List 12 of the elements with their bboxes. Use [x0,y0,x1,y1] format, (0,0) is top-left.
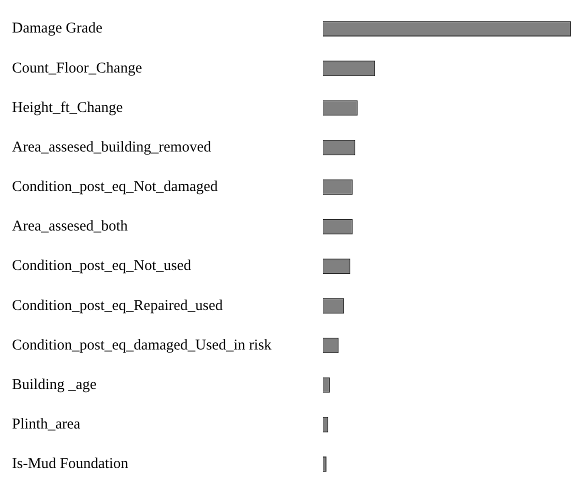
y-tick-label: Condition_post_eq_Not_damaged [12,179,218,196]
y-tick-label: Plinth_area [12,416,81,433]
y-tick-label: Building _age [12,376,97,393]
y-tick-label: Area_assesed_building_removed [12,139,212,156]
y-tick-label: Area_assesed_both [12,218,128,235]
y-tick-label: Height_ft_Change [12,100,124,116]
y-tick-label: Condition_post_eq_damaged_Used_in risk [12,337,272,354]
y-tick-label: Is-Mud Foundation [12,456,129,472]
y-tick-label: Damage Grade [12,20,103,37]
y-tick-label: Condition_post_eq_Repaired_used [12,298,224,314]
y-tick-label: Condition_post_eq_Not_used [12,258,192,274]
y-tick-label: Count_Floor_Change [12,60,142,76]
